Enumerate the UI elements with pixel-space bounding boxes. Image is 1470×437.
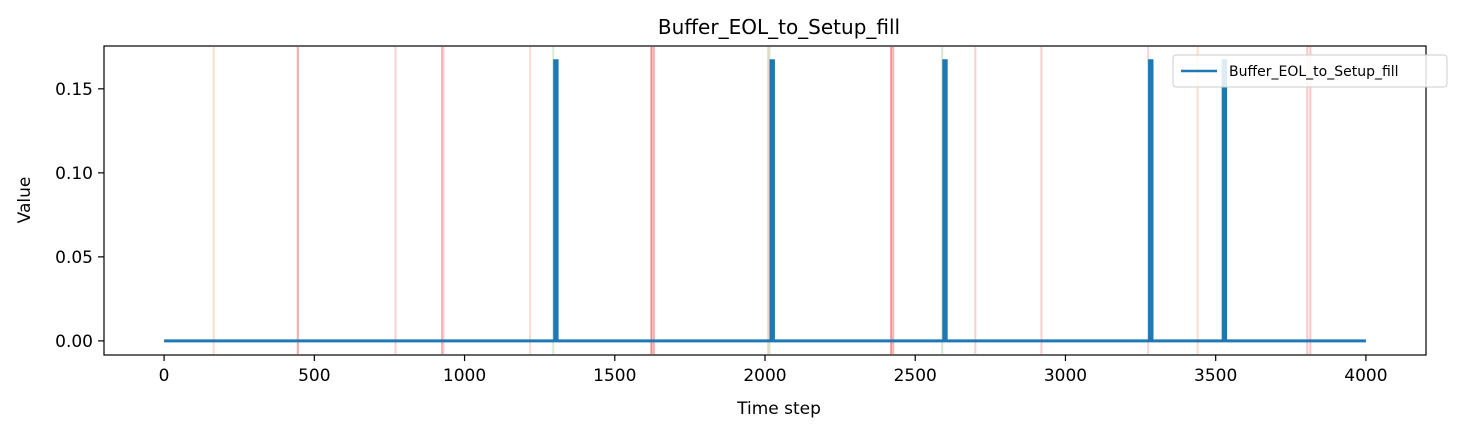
y-axis-label: Value xyxy=(15,177,35,224)
x-tick-label: 2500 xyxy=(894,366,937,386)
y-tick-label: 0.15 xyxy=(55,80,93,100)
legend-label: Buffer_EOL_to_Setup_fill xyxy=(1229,64,1399,80)
y-tick-label: 0.10 xyxy=(55,164,93,184)
y-tick-label: 0.05 xyxy=(55,248,93,268)
x-tick-label: 1000 xyxy=(443,366,486,386)
x-tick-label: 2000 xyxy=(743,366,786,386)
x-tick-label: 500 xyxy=(298,366,330,386)
x-tick-label: 4000 xyxy=(1344,366,1387,386)
x-tick-label: 1500 xyxy=(593,366,636,386)
x-tick-label: 3000 xyxy=(1044,366,1087,386)
chart-title: Buffer_EOL_to_Setup_fill xyxy=(658,15,900,39)
chart-legend: Buffer_EOL_to_Setup_fill xyxy=(1173,55,1447,87)
x-axis-label: Time step xyxy=(736,399,821,419)
x-tick-label: 3500 xyxy=(1194,366,1237,386)
x-tick-label: 0 xyxy=(159,366,170,386)
y-tick-label: 0.00 xyxy=(55,332,93,352)
